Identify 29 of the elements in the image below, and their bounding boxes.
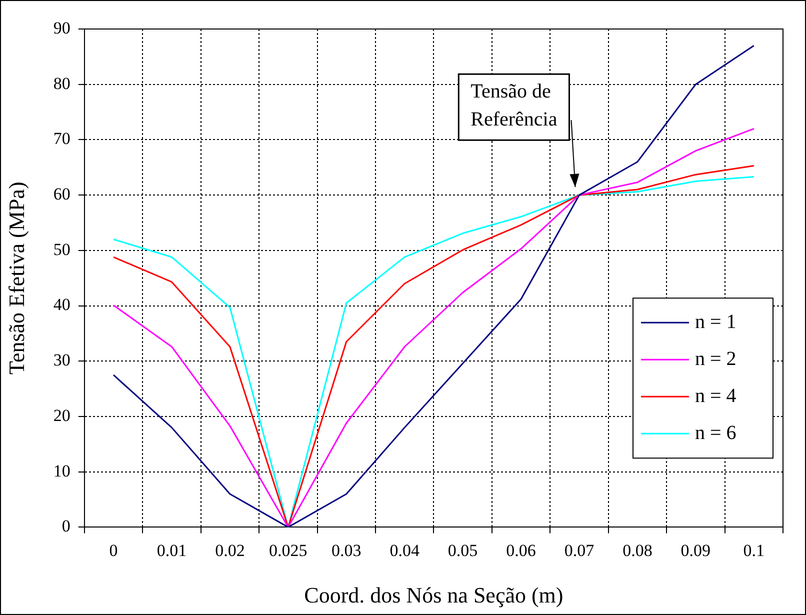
x-tick-label: 0.01 [156, 540, 187, 560]
x-tick-label: 0.09 [680, 540, 711, 560]
x-tick-label: 0.025 [269, 540, 308, 560]
x-tick-label: 0.04 [390, 540, 420, 560]
y-tick-label: 40 [53, 295, 70, 314]
x-tick-label: 0.06 [506, 540, 536, 560]
x-tick-label: 0.1 [743, 540, 765, 560]
legend-label: n = 1 [695, 310, 736, 333]
x-tick-label: 0.08 [622, 540, 652, 560]
y-tick-label: 10 [53, 461, 70, 480]
annotation: Tensão de Referência [470, 80, 558, 130]
x-tick-label: 0.02 [215, 540, 245, 560]
x-tick-label: 0.03 [332, 540, 362, 560]
y-tick-label: 0 [62, 516, 70, 536]
y-tick-label: 80 [53, 74, 70, 93]
x-tick-label: 0.05 [448, 540, 478, 560]
y-tick-label: 70 [53, 129, 70, 148]
x-axis-title: Coord. dos Nós na Seção (m) [304, 582, 564, 608]
y-tick-label: 20 [53, 406, 70, 425]
y-tick-label: 50 [53, 240, 70, 259]
legend-label: n = 4 [695, 384, 736, 407]
y-tick-label: 90 [53, 18, 70, 38]
y-tick-label: 30 [53, 350, 70, 370]
y-axis-title: Tensão Efetiva (MPa) [4, 182, 29, 374]
legend-label: n = 6 [695, 422, 736, 444]
legend-label: n = 2 [695, 348, 736, 370]
y-tick-label: 60 [53, 184, 70, 204]
x-tick-label: 0 [109, 540, 118, 560]
x-tick-label: 0.07 [564, 540, 595, 560]
